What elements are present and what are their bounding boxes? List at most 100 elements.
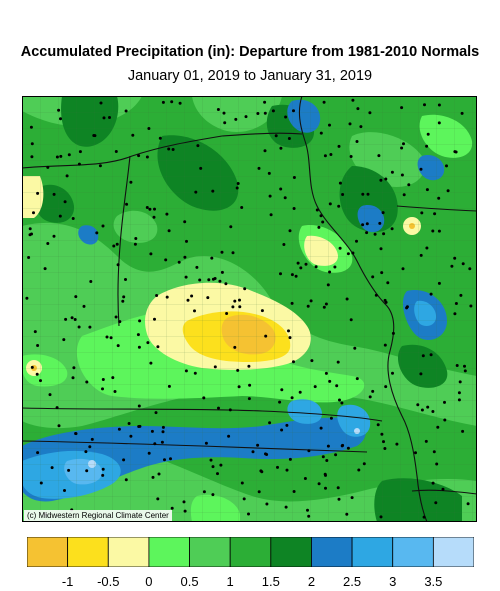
station-dot <box>88 325 92 329</box>
station-dot <box>251 450 255 454</box>
station-dot <box>167 229 171 233</box>
station-dot <box>67 468 71 472</box>
station-dot <box>356 107 360 111</box>
station-dot <box>296 261 300 265</box>
station-dot <box>437 281 441 285</box>
station-dot <box>133 242 137 246</box>
station-dot <box>357 468 361 472</box>
station-dot <box>419 167 423 171</box>
station-dot <box>238 298 241 302</box>
station-dot <box>425 144 429 148</box>
station-dot <box>29 125 33 129</box>
station-dot <box>303 477 307 480</box>
station-dot <box>161 430 165 434</box>
station-dot <box>460 111 464 115</box>
station-dot <box>186 298 190 302</box>
station-dot <box>326 283 330 287</box>
station-dot <box>124 478 128 482</box>
station-dot <box>183 220 187 224</box>
station-dot <box>263 100 267 104</box>
station-dot <box>351 98 355 102</box>
station-dot <box>365 222 369 226</box>
station-dot <box>315 208 319 212</box>
station-dot <box>231 251 235 255</box>
station-dot <box>219 463 223 467</box>
station-dot <box>338 398 341 402</box>
station-dot <box>36 451 40 455</box>
station-dot <box>211 465 215 469</box>
station-dot <box>164 258 168 262</box>
station-dot <box>138 424 142 428</box>
station-dot <box>458 380 462 384</box>
station-dot <box>384 177 388 181</box>
station-dot <box>193 309 196 313</box>
station-dot <box>288 336 292 340</box>
station-dot <box>182 500 186 504</box>
legend-colorbar <box>27 537 474 567</box>
station-dot <box>43 267 47 271</box>
station-dot <box>443 418 447 422</box>
station-dot <box>134 237 138 240</box>
station-dot <box>137 345 141 349</box>
station-dot <box>129 434 133 438</box>
station-dot <box>336 486 340 490</box>
station-dot <box>101 224 105 228</box>
station-dot <box>437 196 441 200</box>
station-dot <box>178 101 182 105</box>
station-dot <box>348 122 352 126</box>
station-dot <box>117 427 121 431</box>
station-dot <box>292 490 296 493</box>
legend-swatch <box>148 537 190 567</box>
station-dot <box>161 425 165 429</box>
station-dot <box>101 473 105 477</box>
station-dot <box>280 428 284 432</box>
station-dot <box>422 515 426 519</box>
station-dot <box>148 207 152 211</box>
station-dot <box>102 116 106 120</box>
station-dot <box>382 232 386 236</box>
station-dot <box>167 384 171 388</box>
station-dot <box>185 239 188 243</box>
station-dot <box>391 371 394 375</box>
station-dot <box>116 344 120 348</box>
station-dot <box>337 144 341 148</box>
station-dot <box>353 346 357 350</box>
station-dot <box>260 470 264 474</box>
station-dot <box>321 220 325 224</box>
station-dot <box>279 146 283 150</box>
station-dot <box>419 253 423 257</box>
station-dot <box>269 213 273 217</box>
station-dot <box>453 150 457 154</box>
station-dot <box>461 429 465 433</box>
station-dot <box>90 437 94 441</box>
station-dot <box>67 153 71 157</box>
station-dot <box>350 496 354 500</box>
station-dot <box>146 341 150 345</box>
station-dot <box>236 368 240 372</box>
legend-tick-label: -0.5 <box>97 574 120 589</box>
station-dot <box>349 318 353 322</box>
station-dot <box>379 178 383 182</box>
station-dot <box>402 193 406 197</box>
station-dot <box>284 115 288 119</box>
station-dot <box>469 304 473 308</box>
station-dot <box>433 212 437 216</box>
station-dot <box>325 459 329 462</box>
legend-tick-label: 2 <box>307 574 316 589</box>
station-dot <box>122 295 126 299</box>
station-dot <box>222 111 226 115</box>
station-dot <box>39 379 42 383</box>
station-dot <box>345 512 349 516</box>
station-dot <box>72 366 76 370</box>
station-dot <box>237 385 241 389</box>
station-dot <box>211 189 215 193</box>
station-dot <box>88 445 92 449</box>
station-dot <box>309 299 313 303</box>
station-dot <box>382 440 385 444</box>
station-dot <box>190 294 194 298</box>
legend-swatch <box>270 537 312 567</box>
station-dot <box>426 405 430 409</box>
station-dot <box>256 112 260 115</box>
station-dot <box>338 181 342 185</box>
station-dot <box>206 296 210 300</box>
